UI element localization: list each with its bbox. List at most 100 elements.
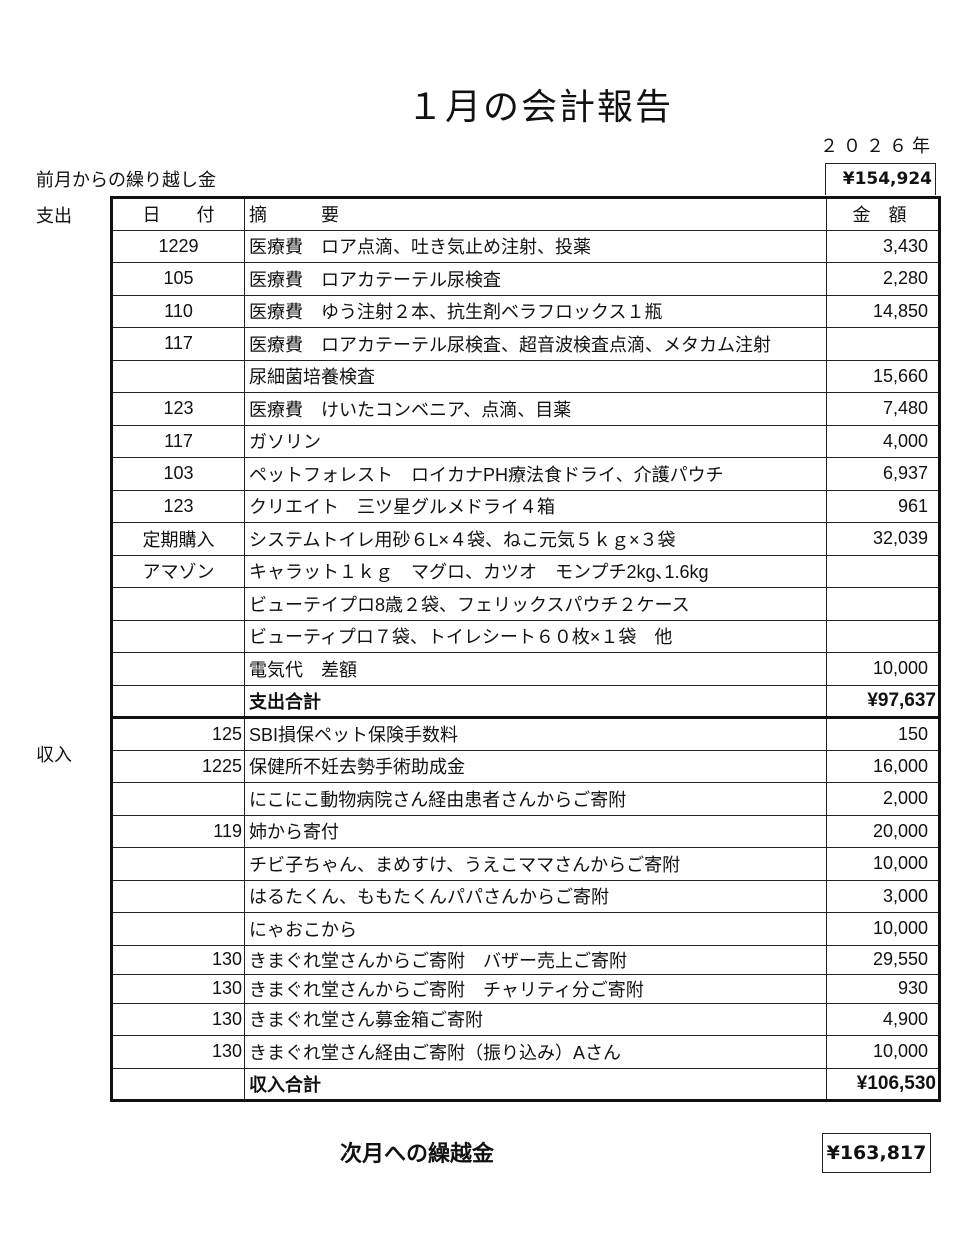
expenses-row: 103 ペットフォレスト ロイカナPH療法食ドライ、介護パウチ 6,937 xyxy=(111,457,940,491)
row-date: 1229 xyxy=(111,229,245,263)
row-description: 保健所不妊去勢手術助成金 xyxy=(244,749,827,783)
row-amount: 2,280 xyxy=(826,262,940,296)
expenses-total-label: 支出合計 xyxy=(244,684,827,718)
row-amount: 16,000 xyxy=(826,749,940,783)
row-date xyxy=(111,847,245,881)
row-amount: 10,000 xyxy=(826,912,940,946)
header-amount: 金 額 xyxy=(826,197,940,231)
income-row: 130 きまぐれ堂さん募金箱ご寄附 4,900 xyxy=(111,1002,940,1036)
row-description: 医療費 ロアカテーテル尿検査 xyxy=(244,262,827,296)
row-amount xyxy=(826,554,940,588)
expenses-total-amount: ¥97,637 xyxy=(826,684,940,718)
row-amount: 32,039 xyxy=(826,522,940,556)
expenses-section-label: 支出 xyxy=(36,206,72,227)
income-section-label: 収入 xyxy=(36,745,72,766)
row-date: 130 xyxy=(111,944,245,975)
expenses-row: 105 医療費 ロアカテーテル尿検査 2,280 xyxy=(111,262,940,296)
row-description: 医療費 ゆう注射２本、抗生剤ベラフロックス１瓶 xyxy=(244,294,827,328)
row-description: クリエイト 三ツ星グルメドライ４箱 xyxy=(244,489,827,523)
income-row: チビ子ちゃん、まめすけ、うえこママさんからご寄附 10,000 xyxy=(111,847,940,881)
row-amount: 2,000 xyxy=(826,782,940,816)
expenses-total-row: 支出合計 ¥97,637 xyxy=(111,684,940,718)
expenses-row: 1229 医療費 ロア点滴、吐き気止め注射、投薬 3,430 xyxy=(111,229,940,263)
expenses-row: 117 ガソリン 4,000 xyxy=(111,424,940,458)
row-description: 尿細菌培養検査 xyxy=(244,359,827,393)
row-description: 医療費 ロア点滴、吐き気止め注射、投薬 xyxy=(244,229,827,263)
income-row: はるたくん、ももたくんパパさんからご寄附 3,000 xyxy=(111,879,940,913)
income-total-row: 収入合計 ¥106,530 xyxy=(111,1067,940,1101)
table-header-row: 日 付 摘 要 金 額 xyxy=(111,197,940,231)
row-description: SBI損保ペット保険手数料 xyxy=(244,716,827,751)
expenses-row: 117 医療費 ロアカテーテル尿検査、超音波検査点滴、メタカム注射 xyxy=(111,327,940,361)
row-description: キャラット１ｋｇ マグロ、カツオ モンプチ2kg､1.6kg xyxy=(244,554,827,588)
row-amount: 4,900 xyxy=(826,1002,940,1036)
row-date xyxy=(111,782,245,816)
page-title: １月の会計報告 xyxy=(406,87,673,128)
row-description: ペットフォレスト ロイカナPH療法食ドライ、介護パウチ xyxy=(244,457,827,491)
empty-cell xyxy=(111,1067,245,1101)
row-date: 117 xyxy=(111,424,245,458)
row-amount xyxy=(826,619,940,653)
empty-cell xyxy=(111,684,245,718)
row-date xyxy=(111,879,245,913)
income-row: にこにこ動物病院さん経由患者さんからご寄附 2,000 xyxy=(111,782,940,816)
row-amount: 930 xyxy=(826,973,940,1004)
income-row: 1225 保健所不妊去勢手術助成金 16,000 xyxy=(111,749,940,783)
row-description: ビューティプロ７袋、トイレシート６０枚×１袋 他 xyxy=(244,619,827,653)
row-date: 110 xyxy=(111,294,245,328)
expenses-row: 123 医療費 けいたコンベニア、点滴、目薬 7,480 xyxy=(111,392,940,426)
row-description: にこにこ動物病院さん経由患者さんからご寄附 xyxy=(244,782,827,816)
expenses-row: アマゾン キャラット１ｋｇ マグロ、カツオ モンプチ2kg､1.6kg xyxy=(111,554,940,588)
row-description: システムトイレ用砂６L×４袋、ねこ元気５ｋｇ×３袋 xyxy=(244,522,827,556)
next-carryover-amount: ¥163,817 xyxy=(822,1133,931,1173)
row-description: 姉から寄付 xyxy=(244,814,827,848)
next-carryover-label: 次月への繰越金 xyxy=(340,1142,495,1167)
row-date: 130 xyxy=(111,1002,245,1036)
header-date: 日 付 xyxy=(111,197,245,231)
row-date xyxy=(111,652,245,686)
carryover-label: 前月からの繰り越し金 xyxy=(36,170,216,191)
header-desc: 摘 要 xyxy=(244,197,827,231)
accounting-table: 日 付 摘 要 金 額 1229 医療費 ロア点滴、吐き気止め注射、投薬 3,430… xyxy=(110,196,941,1102)
row-amount: 10,000 xyxy=(826,652,940,686)
row-amount: 15,660 xyxy=(826,359,940,393)
row-amount: 3,430 xyxy=(826,229,940,263)
row-amount: 3,000 xyxy=(826,879,940,913)
row-date: 123 xyxy=(111,489,245,523)
row-description: 医療費 けいたコンベニア、点滴、目薬 xyxy=(244,392,827,426)
income-row: 130 きまぐれ堂さんからご寄附 チャリティ分ご寄附 930 xyxy=(111,973,940,1004)
row-description: チビ子ちゃん、まめすけ、うえこママさんからご寄附 xyxy=(244,847,827,881)
income-total-label: 収入合計 xyxy=(244,1067,827,1101)
row-date: 105 xyxy=(111,262,245,296)
row-date: 定期購入 xyxy=(111,522,245,556)
income-row: にゃおこから 10,000 xyxy=(111,912,940,946)
row-amount xyxy=(826,327,940,361)
income-row: 119 姉から寄付 20,000 xyxy=(111,814,940,848)
expenses-row: 電気代 差額 10,000 xyxy=(111,652,940,686)
row-description: 電気代 差額 xyxy=(244,652,827,686)
income-row: 130 きまぐれ堂さん経由ご寄附（振り込み）Aさん 10,000 xyxy=(111,1035,940,1069)
row-amount: 10,000 xyxy=(826,847,940,881)
carryover-amount: ¥154,924 xyxy=(825,163,936,195)
row-date: アマゾン xyxy=(111,554,245,588)
row-amount: 10,000 xyxy=(826,1035,940,1069)
row-description: きまぐれ堂さんからご寄附 チャリティ分ご寄附 xyxy=(244,973,827,1004)
row-date: 117 xyxy=(111,327,245,361)
row-description: ビューテイプロ8歳２袋、フェリックスパウチ２ケース xyxy=(244,587,827,621)
row-description: にゃおこから xyxy=(244,912,827,946)
row-date xyxy=(111,359,245,393)
expenses-row: ビューテイプロ8歳２袋、フェリックスパウチ２ケース xyxy=(111,587,940,621)
expenses-row: ビューティプロ７袋、トイレシート６０枚×１袋 他 xyxy=(111,619,940,653)
row-amount: 4,000 xyxy=(826,424,940,458)
row-description: きまぐれ堂さん募金箱ご寄附 xyxy=(244,1002,827,1036)
row-amount: 961 xyxy=(826,489,940,523)
year: ２０２６年 xyxy=(820,136,935,157)
row-amount: 20,000 xyxy=(826,814,940,848)
expenses-row: 123 クリエイト 三ツ星グルメドライ４箱 961 xyxy=(111,489,940,523)
income-total-amount: ¥106,530 xyxy=(826,1067,940,1101)
row-date: 119 xyxy=(111,814,245,848)
row-amount: 6,937 xyxy=(826,457,940,491)
row-amount: 29,550 xyxy=(826,944,940,975)
row-date: 125 xyxy=(111,716,245,751)
row-date: 130 xyxy=(111,1035,245,1069)
